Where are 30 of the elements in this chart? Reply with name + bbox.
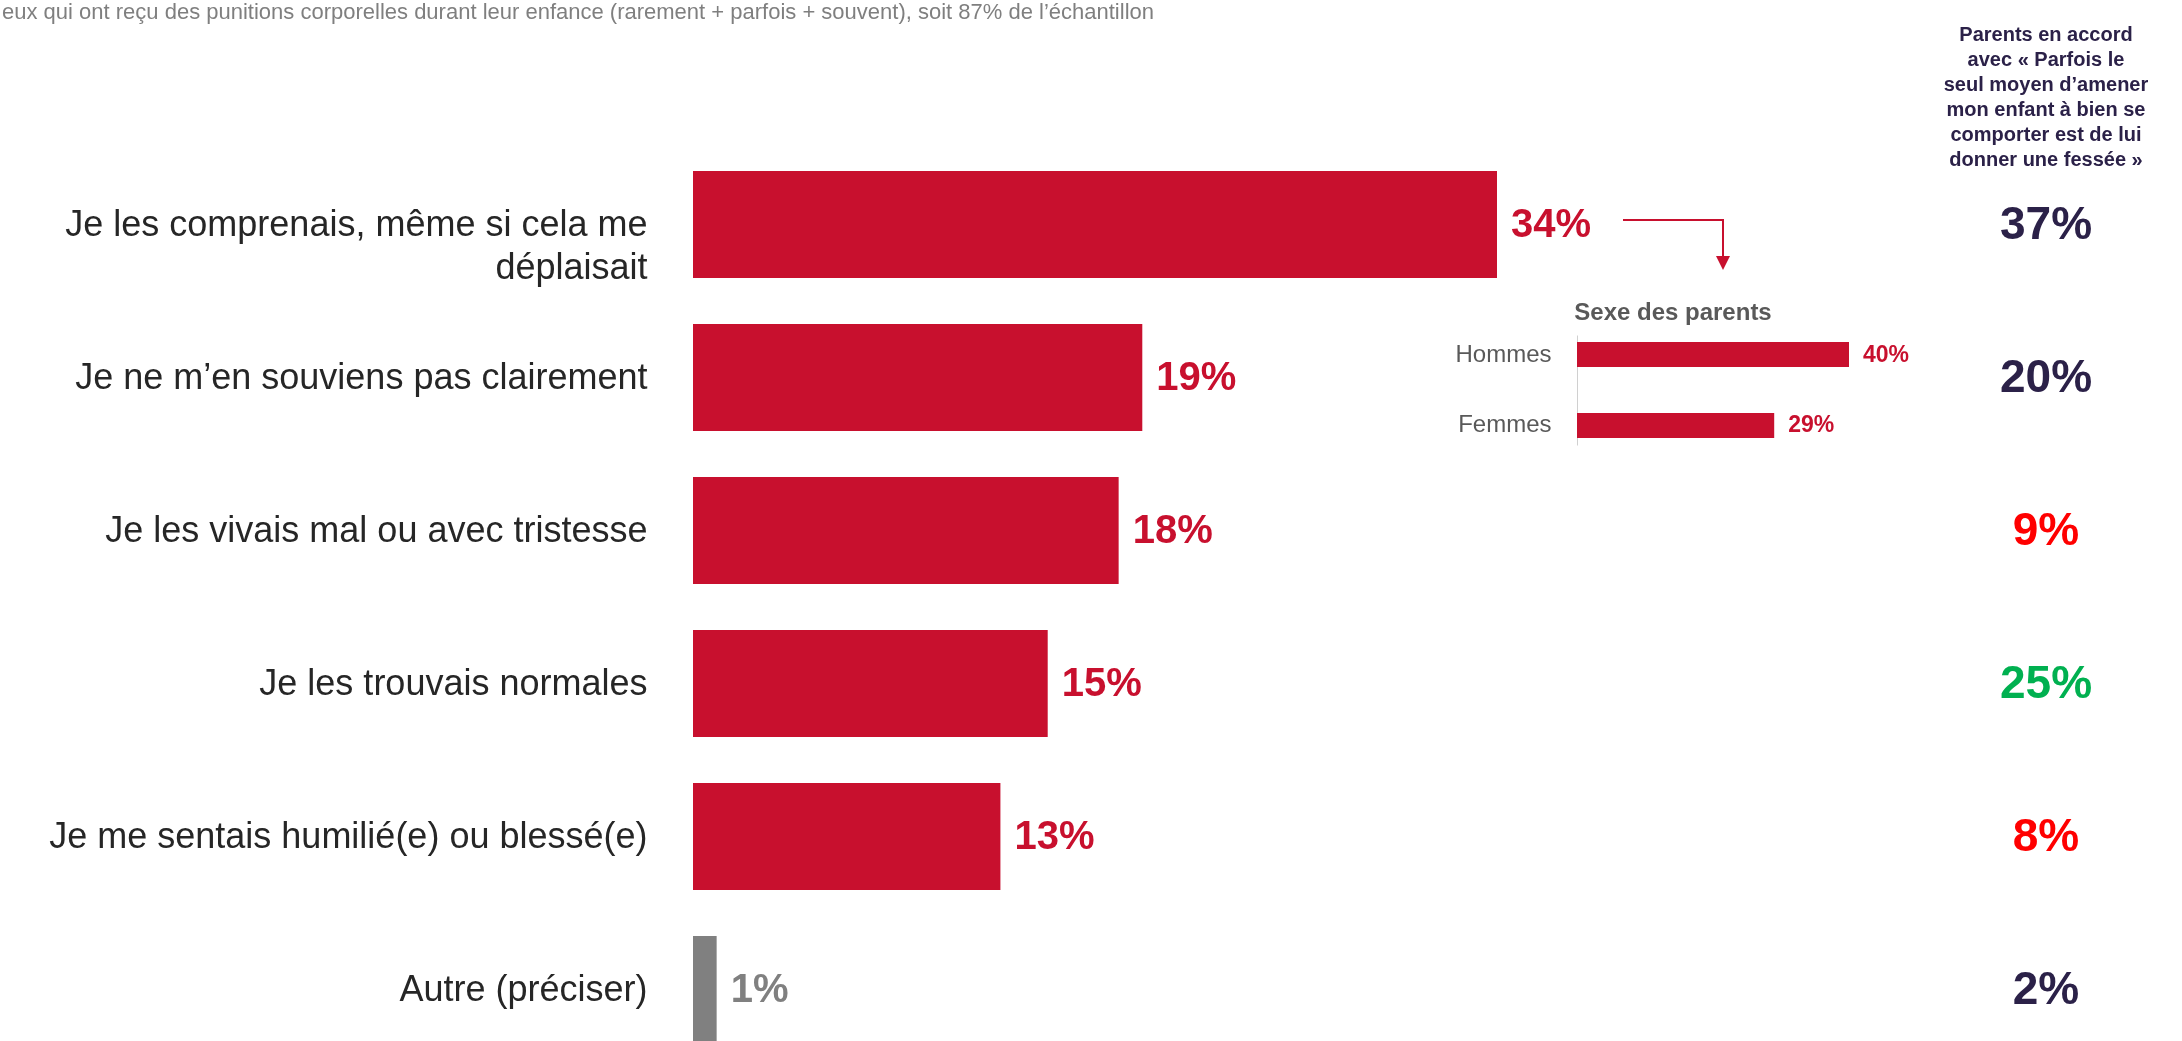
bar bbox=[693, 170, 1497, 279]
data-label: 19% bbox=[1156, 353, 1237, 398]
data-label: 29% bbox=[1788, 411, 1835, 438]
data-label: 25% bbox=[1999, 655, 2093, 708]
chart-subtitle: eux qui ont reçu des punitions corporelles durant leur enfance (rarement + parfois + souvent), soit 87% de l’échantillon bbox=[2, 0, 1155, 24]
data-label: 2% bbox=[2012, 961, 2080, 1014]
data-label: 15% bbox=[1061, 659, 1142, 704]
chart-title: Sexe des parents bbox=[1574, 298, 1772, 325]
text: Parents en accord avec « Parfois le seul moyen d’amener mon enfant à bien se comporter est de lui donner une fessée » bbox=[1943, 23, 2149, 170]
data-label: 34% bbox=[1511, 200, 1592, 245]
bar bbox=[693, 323, 1143, 432]
y-tick-label: Je les trouvais normales bbox=[259, 661, 648, 703]
y-tick-label: Autre (préciser) bbox=[399, 967, 648, 1009]
data-label: 1% bbox=[730, 965, 789, 1010]
data-label: 40% bbox=[1863, 340, 1910, 367]
bar bbox=[693, 629, 1048, 738]
data-label: 20% bbox=[1999, 349, 2093, 402]
y-tick-label: Je les vivais mal ou avec tristesse bbox=[105, 508, 648, 550]
data-label: 8% bbox=[2012, 808, 2080, 861]
bar bbox=[693, 476, 1119, 585]
y-tick-label: Femmes bbox=[1458, 410, 1552, 438]
y-tick-label: Je les comprenais, même si cela me déplaisait bbox=[65, 202, 648, 287]
y-tick-label: Hommes bbox=[1455, 339, 1552, 367]
data-label: 37% bbox=[1999, 196, 2093, 249]
data-label: 9% bbox=[2012, 502, 2080, 555]
y-tick-label: Je me sentais humilié(e) ou blessé(e) bbox=[49, 814, 648, 856]
data-label: 13% bbox=[1014, 812, 1095, 857]
bar bbox=[693, 782, 1001, 891]
data-label: 18% bbox=[1132, 506, 1213, 551]
y-tick-label: Je ne m’en souviens pas clairement bbox=[75, 355, 648, 397]
